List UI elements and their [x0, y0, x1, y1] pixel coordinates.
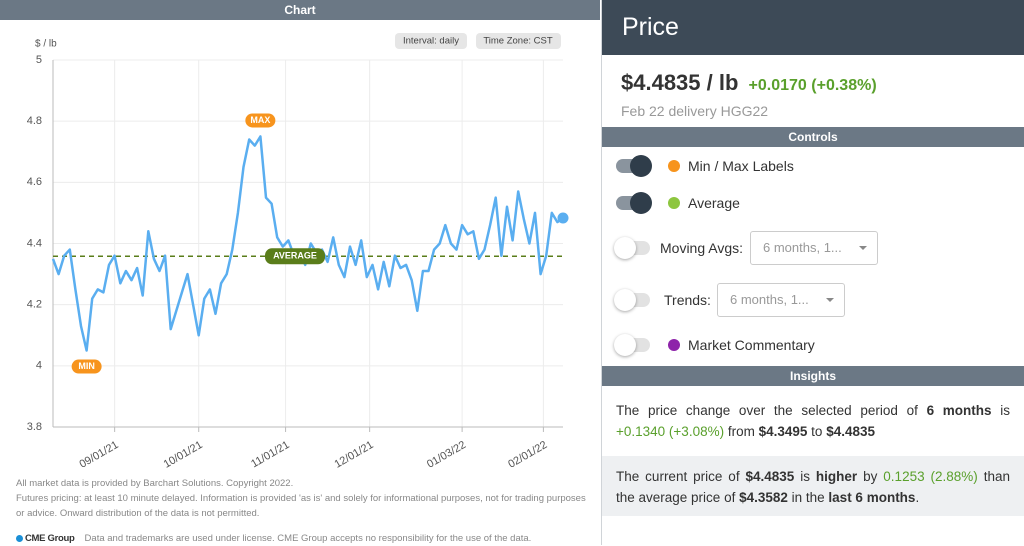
y-axis-label: $ / lb	[35, 39, 57, 50]
text: is	[991, 403, 1011, 418]
select[interactable]: 6 months, 1...	[750, 231, 878, 265]
toggle-knob	[614, 289, 636, 311]
text: higher	[815, 469, 858, 484]
last-point	[557, 212, 569, 224]
x-tick-label: 12/01/21	[333, 439, 376, 470]
text: is	[794, 469, 816, 484]
average-badge	[265, 248, 325, 265]
x-tick-label: 02/01/22	[506, 439, 549, 470]
control-row: Average	[602, 185, 1024, 221]
minmax-label: MIN	[78, 361, 95, 371]
minmax-label: MAX	[250, 115, 270, 125]
toggle-knob	[630, 192, 652, 214]
toggle[interactable]	[614, 289, 650, 311]
toggle[interactable]	[616, 192, 652, 214]
text: .	[915, 490, 920, 505]
cme-icon	[16, 535, 23, 542]
select[interactable]: 6 months, 1...	[717, 283, 845, 317]
delivery: Feb 22 delivery HGG22	[621, 103, 769, 119]
x-tick-label: 10/01/21	[162, 439, 205, 470]
control-dot	[668, 197, 680, 209]
toggle-knob	[614, 334, 636, 356]
control-dot	[668, 339, 680, 351]
minmax-badge	[245, 113, 276, 128]
controls-header: Controls	[602, 127, 1024, 147]
badge	[476, 33, 561, 49]
text: $4.4835	[826, 424, 875, 439]
control-row: Min / Max Labels	[602, 148, 1024, 184]
y-tick-label: 4.8	[27, 115, 42, 127]
side-panel: Price $4.4835 / lb +0.0170 (+0.38%) Feb …	[601, 0, 1024, 545]
toggle[interactable]	[614, 334, 650, 356]
control-row: Trends: 6 months, 1...	[602, 282, 1024, 318]
cme-line: CME Group Data and trademarks are used u…	[16, 531, 591, 546]
chart-panel: Chart Interval: daily Time Zone: CST $ /…	[0, 0, 600, 546]
price-change: +0.0170 (+0.38%)	[748, 77, 877, 94]
x-tick-label: 09/01/21	[78, 439, 121, 470]
toggle-knob	[630, 155, 652, 177]
text: in the	[787, 490, 829, 505]
x-tick-label: 11/01/21	[249, 439, 291, 470]
y-tick-label: 3.8	[27, 421, 42, 433]
text: 0.1253 (2.88%)	[883, 469, 978, 484]
y-tick-label: 4.2	[27, 299, 42, 311]
toggle[interactable]	[614, 237, 650, 259]
chart: Interval: daily Time Zone: CST $ / lb 3.…	[27, 33, 569, 470]
text: from	[724, 424, 759, 439]
text: $4.3495	[758, 424, 808, 439]
text: The price change over the selected perio…	[616, 403, 927, 418]
text: The current price of	[616, 469, 746, 484]
cme-note: Data and trademarks are used under licen…	[84, 533, 532, 544]
timezone-badge: Time Zone: CST	[483, 36, 553, 47]
control-label: Trends:	[664, 292, 711, 308]
insight-average: The current price of $4.4835 is higher b…	[602, 456, 1024, 516]
text: last 6 months	[828, 490, 916, 505]
text: by	[857, 469, 884, 484]
x-tick-label: 01/03/22	[425, 439, 468, 470]
insight-change: The price change over the selected perio…	[602, 400, 1024, 442]
text: +0.1340 (+3.08%)	[616, 424, 725, 439]
price-header: Price	[602, 0, 1024, 55]
text: 6 months	[926, 403, 992, 418]
cme-logo: CME Group	[25, 533, 75, 544]
toggle[interactable]	[616, 155, 652, 177]
footnote: Futures pricing: at least 10 minute dela…	[16, 493, 586, 519]
text: $4.4835	[745, 469, 795, 484]
y-tick-label: 4.4	[27, 237, 42, 249]
y-tick-label: 4.6	[27, 176, 42, 188]
control-label: Moving Avgs:	[660, 240, 744, 256]
interval-badge: Interval: daily	[403, 36, 459, 47]
price-value: $4.4835 / lb	[621, 70, 739, 95]
minmax-badge	[71, 359, 102, 374]
toggle-knob	[614, 237, 636, 259]
badge	[395, 33, 467, 49]
insights-header: Insights	[602, 366, 1024, 386]
control-label: Market Commentary	[688, 337, 815, 353]
average-label: AVERAGE	[273, 251, 317, 261]
text: $4.3582	[739, 490, 788, 505]
footnote: All market data is provided by Barchart …	[16, 478, 294, 489]
control-label: Average	[688, 195, 740, 211]
text: than the average price of	[616, 469, 1010, 505]
price: $4.4835 / lb +0.0170 (+0.38%)	[621, 70, 877, 96]
y-tick-label: 5	[36, 54, 42, 66]
chart-header: Chart	[0, 0, 600, 20]
control-label: Min / Max Labels	[688, 158, 794, 174]
control-row: Market Commentary	[602, 327, 1024, 363]
y-tick-label: 4	[36, 360, 42, 372]
control-row: Moving Avgs: 6 months, 1...	[602, 230, 1024, 266]
text: to	[807, 424, 827, 439]
control-dot	[668, 160, 680, 172]
